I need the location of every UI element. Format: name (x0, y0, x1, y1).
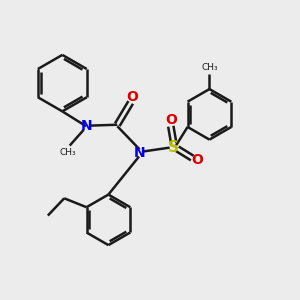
Text: N: N (80, 119, 92, 133)
Text: CH₃: CH₃ (60, 148, 76, 157)
Text: CH₃: CH₃ (201, 63, 218, 72)
Text: O: O (126, 90, 138, 104)
Text: O: O (165, 113, 177, 127)
Text: S: S (168, 140, 179, 155)
Text: N: N (134, 146, 146, 160)
Text: O: O (192, 153, 203, 167)
